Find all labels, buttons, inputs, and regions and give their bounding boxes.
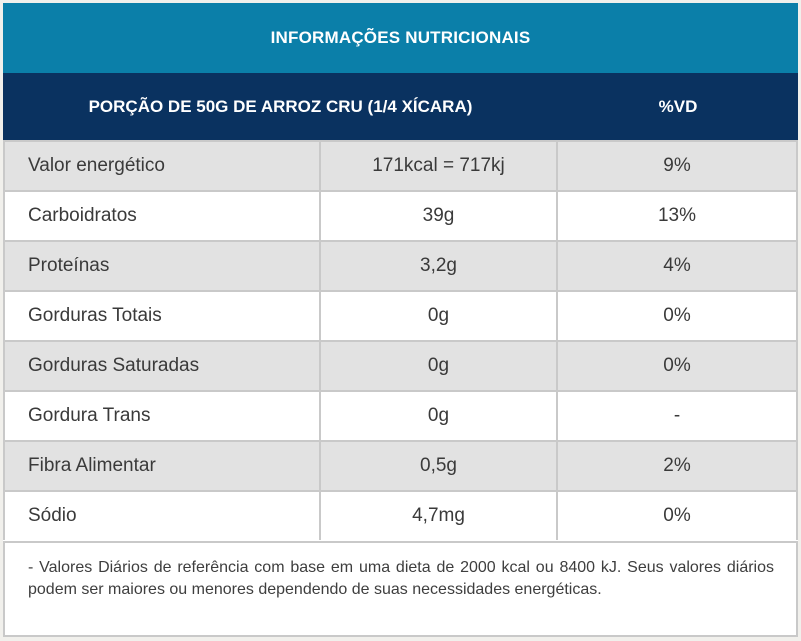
table-row: Gordura Trans 0g - [5,390,796,440]
daily-value-header: %VD [658,96,698,116]
table-row: Gorduras Saturadas 0g 0% [5,340,796,390]
nutrient-name: Gorduras Totais [5,292,321,340]
daily-value-footnote: - Valores Diários de referência com base… [3,541,798,637]
table-row: Proteínas 3,2g 4% [5,240,796,290]
nutrient-name: Fibra Alimentar [5,442,321,490]
table-row: Valor energético 171kcal = 717kj 9% [5,140,796,190]
nutrient-amount: 4,7mg [321,492,558,540]
table-row: Sódio 4,7mg 0% [5,490,796,540]
nutrient-dv: 4% [663,255,691,276]
nutrient-name: Carboidratos [5,192,321,240]
nutrient-amount: 0,5g [321,442,558,490]
nutrient-dv: 0% [663,505,691,526]
table-row: Gorduras Totais 0g 0% [5,290,796,340]
nutrient-name: Proteínas [5,242,321,290]
table-row: Fibra Alimentar 0,5g 2% [5,440,796,490]
nutrient-dv: 9% [663,155,691,176]
nutrient-name: Sódio [5,492,321,540]
nutrient-dv: 13% [657,205,697,226]
nutrient-amount: 0g [321,292,558,340]
nutrient-amount: 39g [321,192,558,240]
column-header-row: PORÇÃO DE 50G DE ARROZ CRU (1/4 XÍCARA) … [3,73,798,140]
nutrition-table: INFORMAÇÕES NUTRICIONAIS PORÇÃO DE 50G D… [3,3,798,637]
table-row: Carboidratos 39g 13% [5,190,796,240]
table-title: INFORMAÇÕES NUTRICIONAIS [3,3,798,73]
nutrient-name: Gordura Trans [5,392,321,440]
nutrient-amount: 0g [321,342,558,390]
nutrient-name: Valor energético [5,142,321,190]
nutrient-dv: - [673,405,681,426]
nutrient-amount: 171kcal = 717kj [321,142,558,190]
nutrient-dv: 0% [663,355,691,376]
nutrient-amount: 3,2g [321,242,558,290]
nutrient-dv: 0% [663,305,691,326]
nutrient-name: Gorduras Saturadas [5,342,321,390]
nutrient-rows: Valor energético 171kcal = 717kj 9% Carb… [3,140,798,540]
nutrient-dv: 2% [663,455,691,476]
nutrient-amount: 0g [321,392,558,440]
portion-header: PORÇÃO DE 50G DE ARROZ CRU (1/4 XÍCARA) [88,96,473,116]
